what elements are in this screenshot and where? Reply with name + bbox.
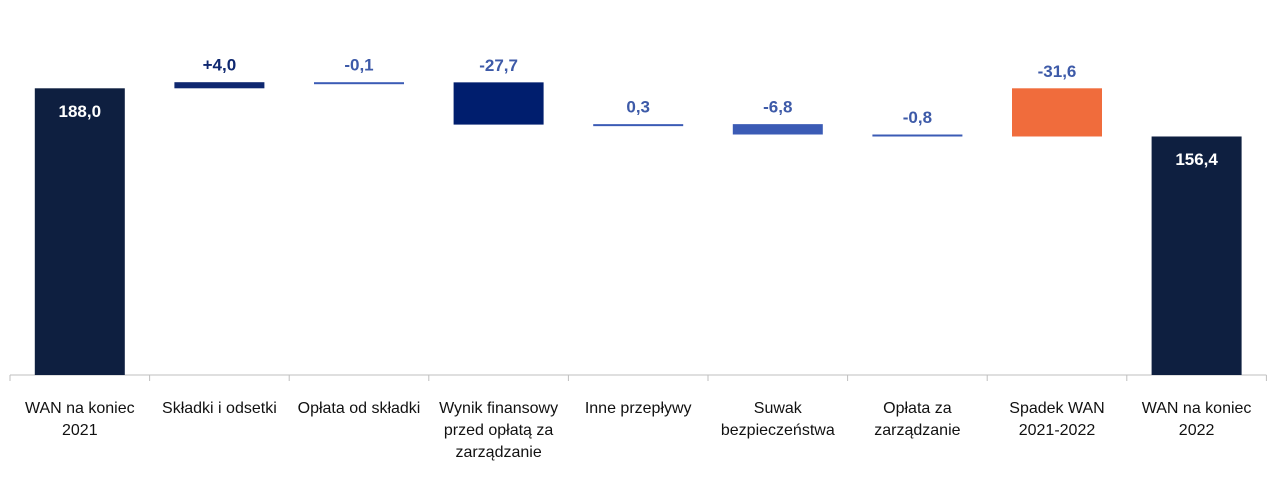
x-tick-label: Suwak bezpieczeństwa xyxy=(720,400,835,439)
x-tick-label: Opłata za zarządzanie xyxy=(874,400,961,439)
value-label: -27,7 xyxy=(479,56,518,75)
bar xyxy=(732,124,823,135)
x-tick-label: Opłata od składki xyxy=(297,400,421,417)
bar xyxy=(34,88,125,376)
bar xyxy=(872,134,963,137)
x-tick-label: WAN na koniec 2022 xyxy=(1141,400,1252,439)
value-label: 0,3 xyxy=(626,98,650,117)
value-label: -0,8 xyxy=(903,108,932,127)
bar xyxy=(1012,88,1102,137)
value-label: 188,0 xyxy=(59,102,102,121)
x-tick-label: Składki i odsetki xyxy=(162,400,277,417)
bar xyxy=(314,82,404,85)
bar xyxy=(453,82,544,125)
value-label: -31,6 xyxy=(1038,62,1077,81)
value-label: 156,4 xyxy=(1175,150,1218,169)
value-label: +4,0 xyxy=(203,56,237,75)
x-tick-label: Spadek WAN 2021-2022 xyxy=(1009,400,1105,439)
x-tick-label: WAN na koniec 2021 xyxy=(24,400,135,439)
bar xyxy=(593,124,684,127)
value-label: -0,1 xyxy=(344,56,373,75)
x-tick-label: Inne przepływy xyxy=(584,400,692,417)
x-tick-label: Wynik finansowy przed opłatą za zarządza… xyxy=(439,400,559,461)
value-label: -6,8 xyxy=(763,98,792,117)
bar xyxy=(174,82,265,89)
bar xyxy=(1151,136,1242,375)
